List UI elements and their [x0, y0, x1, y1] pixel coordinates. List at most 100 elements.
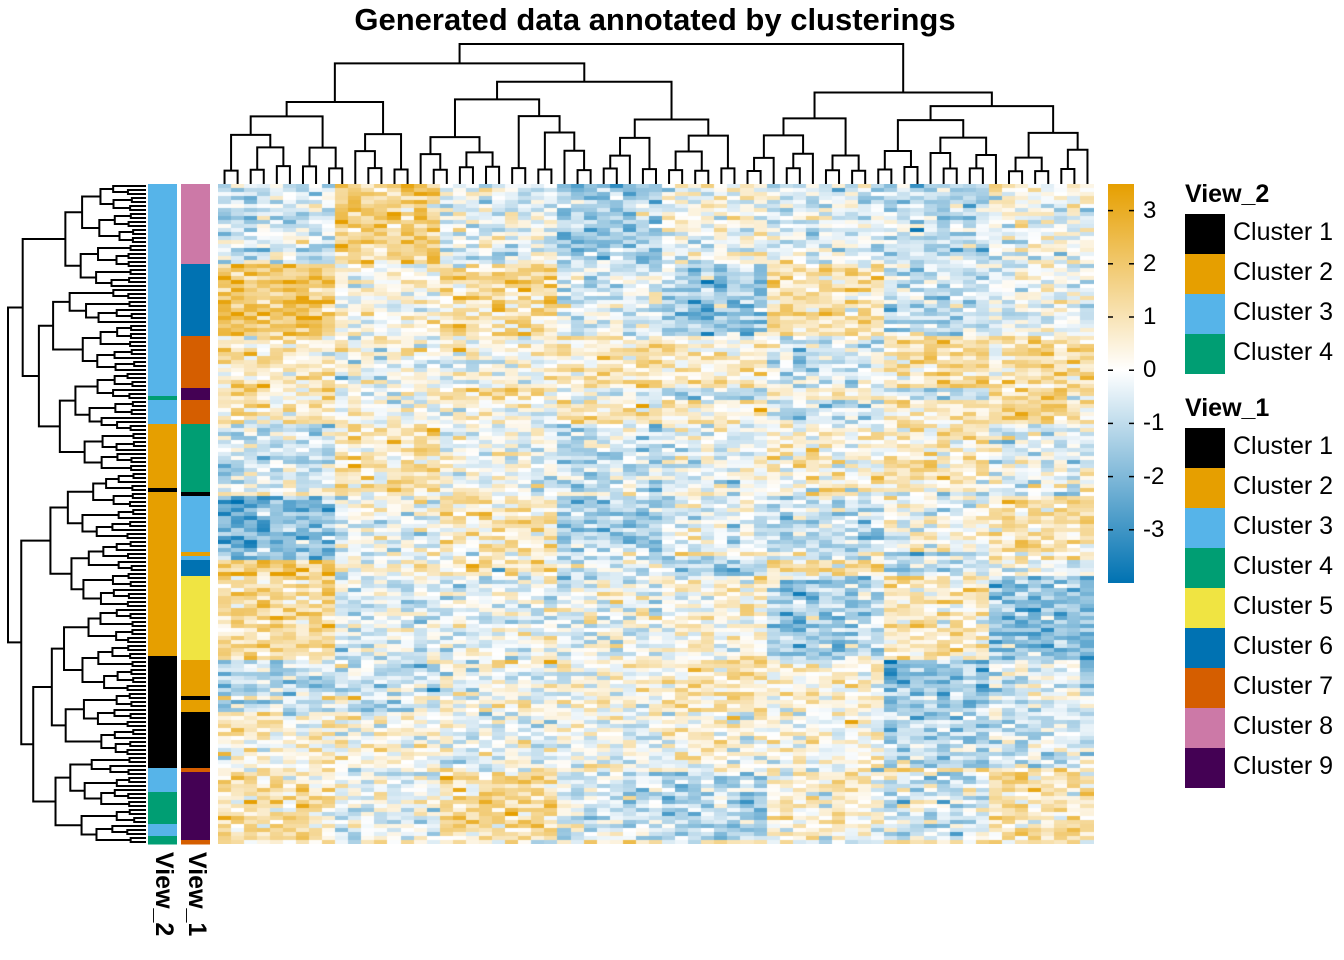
column-dendrogram-branch — [465, 151, 494, 168]
column-dendrogram-branch — [942, 167, 958, 184]
legend-swatch — [1185, 294, 1225, 334]
color-bar-tick-label: 2 — [1143, 249, 1157, 277]
legend-swatch — [1185, 334, 1225, 374]
column-dendrogram-branch — [641, 168, 657, 184]
row-dendrogram-branch — [64, 211, 83, 267]
legend-swatch — [1185, 668, 1225, 708]
color-bar-tick-label: 0 — [1143, 356, 1157, 384]
row-dendrogram-branch — [97, 651, 133, 665]
column-dendrogram-branch — [393, 168, 409, 184]
row-dendrogram-branch — [129, 269, 146, 275]
legend-swatch — [1185, 588, 1225, 628]
row-dendrogram — [7, 185, 146, 843]
legend-label: Cluster 2 — [1233, 472, 1334, 500]
row-dendrogram-branch — [131, 661, 146, 667]
row-dendrogram-branch — [129, 521, 146, 527]
row-dendrogram-branch — [109, 765, 146, 773]
row-dendrogram-branch — [127, 293, 146, 299]
row-dendrogram-branch — [131, 629, 146, 635]
row-dendrogram-branch — [132, 229, 146, 235]
column-dendrogram-branch — [249, 115, 324, 148]
row-dendrogram-branch — [128, 777, 146, 783]
row-dendrogram-branch — [113, 375, 133, 385]
color-bar-tick-label: -1 — [1143, 409, 1165, 437]
row-dendrogram-branch — [127, 645, 146, 651]
row-dendrogram-branch — [130, 457, 146, 463]
legend-swatch — [1185, 428, 1225, 468]
column-dendrogram-branch — [668, 169, 684, 184]
annotation-segment-view-2 — [148, 768, 177, 793]
row-dendrogram-branch — [21, 238, 66, 377]
annotation-segment-view-1 — [181, 400, 210, 425]
row-dendrogram-branch — [130, 197, 146, 203]
row-dendrogram-branch — [126, 533, 146, 539]
row-dendrogram-branch — [118, 231, 134, 241]
column-dendrogram-branch — [633, 118, 710, 138]
row-dendrogram-branch — [92, 482, 114, 501]
legend-label: Cluster 3 — [1233, 298, 1334, 326]
column-dendrogram-branch — [576, 169, 592, 184]
legend-label: Cluster 6 — [1233, 632, 1334, 660]
annotation-label-view-1: View_1 — [183, 852, 211, 937]
column-dendrogram-branch — [285, 100, 385, 135]
row-dendrogram-branch — [129, 425, 146, 431]
row-dendrogram-branch — [127, 221, 146, 227]
row-dendrogram-branch — [99, 331, 131, 345]
row-dendrogram-branch — [130, 565, 146, 571]
annotation-segment-view-1 — [181, 696, 210, 701]
column-dendrogram-branch — [851, 169, 867, 184]
row-dendrogram-branch — [99, 188, 114, 205]
row-dendrogram-branch — [117, 561, 146, 569]
row-dendrogram-branch — [100, 734, 116, 749]
row-dendrogram-branch — [112, 589, 146, 597]
row-annotations — [148, 184, 210, 845]
row-dendrogram-branch — [68, 292, 114, 312]
row-dendrogram-branch — [99, 592, 128, 605]
row-dendrogram-branch — [127, 261, 146, 267]
annotation-segment-view-1 — [181, 388, 210, 401]
row-dendrogram-branch — [87, 550, 119, 566]
column-dendrogram-branch — [458, 43, 905, 93]
row-dendrogram-branch — [100, 417, 146, 426]
legend-swatch — [1185, 708, 1225, 748]
row-dendrogram-branch — [115, 543, 146, 551]
row-dendrogram-branch — [81, 337, 101, 362]
annotation-segment-view-1 — [181, 552, 210, 557]
row-dendrogram-branch — [126, 721, 146, 727]
legend-swatch — [1185, 468, 1225, 508]
legend-swatch — [1185, 548, 1225, 588]
column-dendrogram-branch — [929, 105, 1055, 133]
row-dendrogram-branch — [113, 215, 131, 225]
row-dendrogram-branch — [96, 354, 116, 368]
row-dendrogram-branch — [112, 495, 133, 505]
row-dendrogram-branch — [83, 782, 117, 800]
row-dendrogram-branch — [132, 473, 146, 479]
row-dendrogram-branch — [115, 779, 146, 787]
column-dendrogram — [223, 43, 1089, 184]
row-dendrogram-branch — [58, 399, 85, 453]
row-dendrogram-branch — [126, 749, 146, 755]
annotation-label-view-2: View_2 — [150, 852, 178, 937]
legend-swatch — [1185, 254, 1225, 294]
column-dendrogram-branch — [1014, 156, 1043, 172]
legend-label: Cluster 4 — [1233, 338, 1334, 366]
row-dendrogram-branch — [128, 693, 146, 699]
row-dendrogram-branch — [101, 435, 134, 448]
row-dendrogram-branch — [129, 613, 146, 619]
column-dendrogram-branch — [746, 169, 762, 184]
row-dendrogram-branch — [97, 247, 131, 261]
row-dendrogram-branch — [129, 541, 146, 547]
column-dendrogram-branch — [354, 150, 376, 184]
legend-swatch — [1185, 748, 1225, 788]
color-bar-tick-label: -2 — [1143, 462, 1165, 490]
legend-swatch — [1185, 214, 1225, 254]
color-bar-ticks — [1108, 209, 1134, 531]
row-dendrogram-branch — [103, 675, 128, 689]
row-dendrogram-branch — [95, 828, 131, 841]
row-dendrogram-branch — [127, 553, 146, 559]
row-dendrogram-branch — [81, 514, 119, 533]
row-dendrogram-branch — [114, 363, 146, 371]
column-dendrogram-branch — [903, 166, 919, 184]
row-dendrogram-branch — [129, 713, 146, 719]
